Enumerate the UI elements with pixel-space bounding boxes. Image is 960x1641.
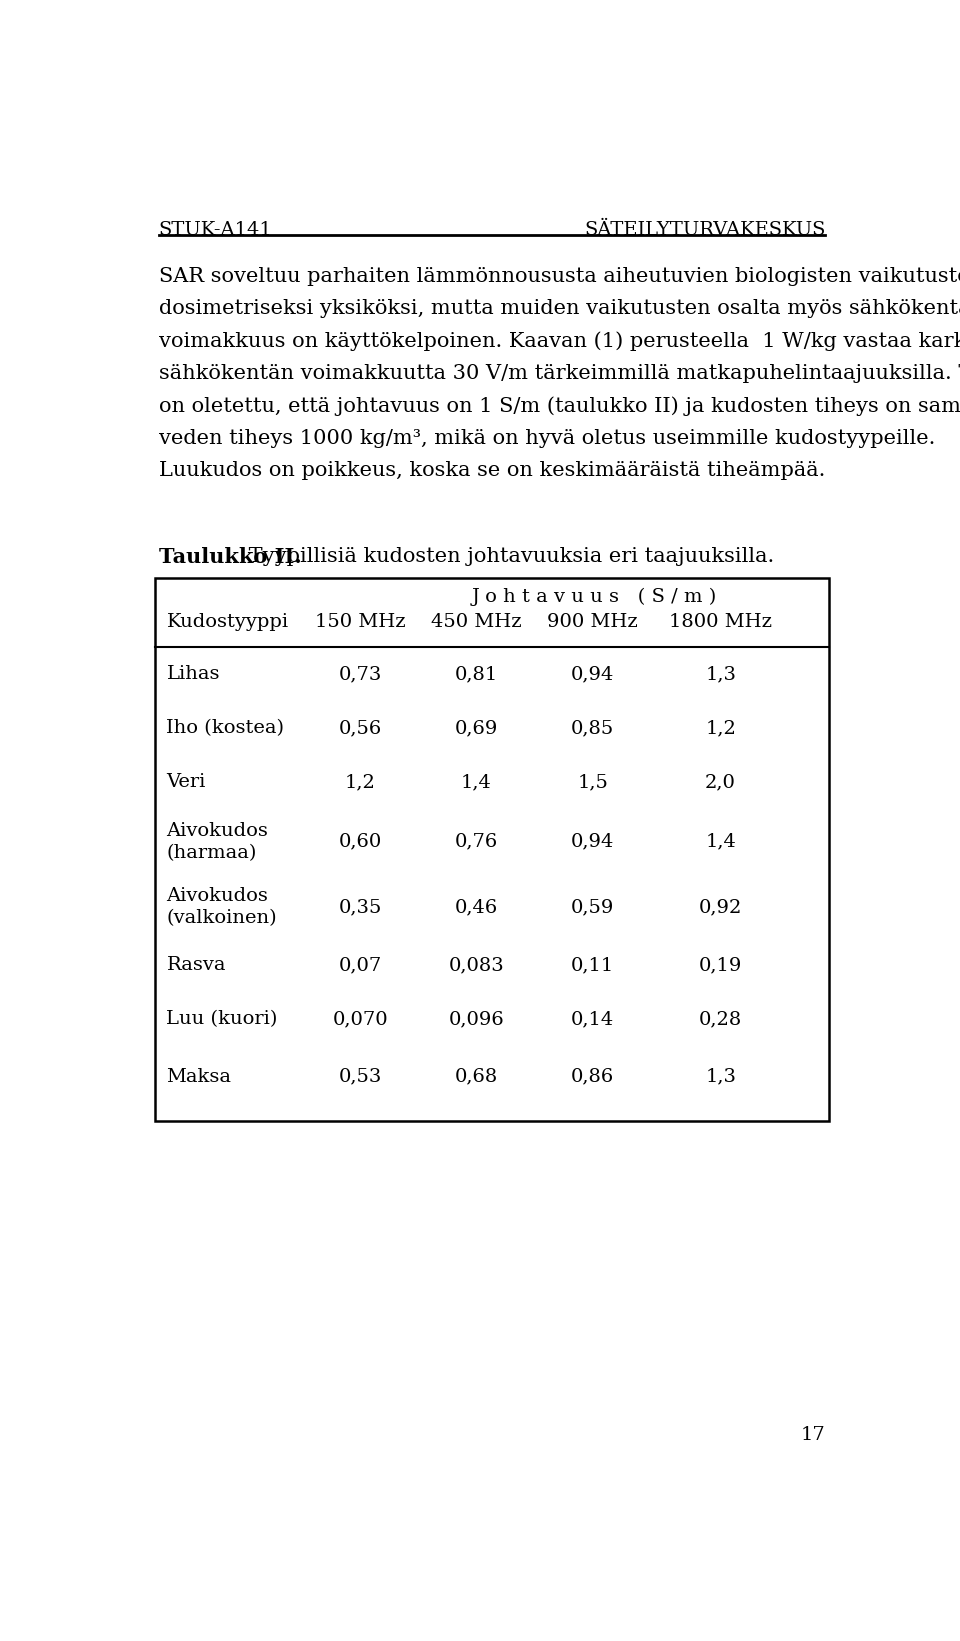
Text: SAR soveltuu parhaiten lämmönnoususta aiheutuvien biologisten vaikutusten: SAR soveltuu parhaiten lämmönnoususta ai… bbox=[158, 267, 960, 286]
Text: 0,81: 0,81 bbox=[455, 665, 498, 683]
Text: 2,0: 2,0 bbox=[706, 773, 736, 791]
Text: 0,85: 0,85 bbox=[571, 719, 614, 737]
Text: 0,070: 0,070 bbox=[332, 1009, 388, 1027]
Text: 1,4: 1,4 bbox=[461, 773, 492, 791]
Text: 0,083: 0,083 bbox=[448, 957, 504, 975]
Text: 0,94: 0,94 bbox=[571, 832, 614, 850]
Text: Rasva: Rasva bbox=[166, 957, 226, 975]
Text: 1,5: 1,5 bbox=[577, 773, 609, 791]
Text: 1800 MHz: 1800 MHz bbox=[669, 614, 772, 632]
Text: on oletettu, että johtavuus on 1 S/m (taulukko II) ja kudosten tiheys on sama ku: on oletettu, että johtavuus on 1 S/m (ta… bbox=[158, 397, 960, 417]
Text: 0,73: 0,73 bbox=[339, 665, 382, 683]
Text: 1,3: 1,3 bbox=[706, 1068, 736, 1086]
Text: 17: 17 bbox=[801, 1426, 826, 1444]
Text: Maksa: Maksa bbox=[166, 1068, 231, 1086]
Text: 0,11: 0,11 bbox=[571, 957, 614, 975]
Text: 1,2: 1,2 bbox=[345, 773, 375, 791]
Text: 150 MHz: 150 MHz bbox=[315, 614, 405, 632]
Text: 0,94: 0,94 bbox=[571, 665, 614, 683]
Text: 0,28: 0,28 bbox=[699, 1009, 742, 1027]
Text: 0,76: 0,76 bbox=[455, 832, 498, 850]
Text: J o h t a v u u s   ( S / m ): J o h t a v u u s ( S / m ) bbox=[472, 587, 717, 606]
Text: 0,86: 0,86 bbox=[571, 1068, 614, 1086]
Text: 1,3: 1,3 bbox=[706, 665, 736, 683]
Text: dosimetriseksi yksiköksi, mutta muiden vaikutusten osalta myös sähkökentän: dosimetriseksi yksiköksi, mutta muiden v… bbox=[158, 299, 960, 318]
Text: 0,19: 0,19 bbox=[699, 957, 742, 975]
Text: 1,2: 1,2 bbox=[706, 719, 736, 737]
Text: 0,60: 0,60 bbox=[339, 832, 382, 850]
Text: Lihas: Lihas bbox=[166, 665, 220, 683]
Text: 0,07: 0,07 bbox=[339, 957, 382, 975]
Text: 900 MHz: 900 MHz bbox=[547, 614, 638, 632]
Text: sähkökentän voimakkuutta 30 V/m tärkeimmillä matkapuhelintaajuuksilla. Tällöin: sähkökentän voimakkuutta 30 V/m tärkeimm… bbox=[158, 364, 960, 382]
Text: 0,46: 0,46 bbox=[455, 898, 498, 916]
Text: 1,4: 1,4 bbox=[706, 832, 736, 850]
Text: 0,096: 0,096 bbox=[448, 1009, 504, 1027]
Text: Aivokudos
(harmaa): Aivokudos (harmaa) bbox=[166, 822, 269, 862]
Text: STUK-A141: STUK-A141 bbox=[158, 222, 273, 240]
Text: Tyypillisiä kudosten johtavuuksia eri taajuuksilla.: Tyypillisiä kudosten johtavuuksia eri ta… bbox=[243, 546, 775, 566]
Text: 0,56: 0,56 bbox=[339, 719, 382, 737]
Text: Kudostyyppi: Kudostyyppi bbox=[166, 614, 289, 632]
Text: Iho (kostea): Iho (kostea) bbox=[166, 719, 284, 737]
Text: Luu (kuori): Luu (kuori) bbox=[166, 1009, 277, 1027]
Text: veden tiheys 1000 kg/m³, mikä on hyvä oletus useimmille kudostyypeille.: veden tiheys 1000 kg/m³, mikä on hyvä ol… bbox=[158, 428, 935, 448]
Text: 0,35: 0,35 bbox=[339, 898, 382, 916]
Text: 450 MHz: 450 MHz bbox=[431, 614, 522, 632]
Text: SÄTEILYTURVAKESKUS: SÄTEILYTURVAKESKUS bbox=[584, 222, 826, 240]
Text: 0,59: 0,59 bbox=[571, 898, 614, 916]
Text: voimakkuus on käyttökelpoinen. Kaavan (1) perusteella  1 W/kg vastaa karkeasti: voimakkuus on käyttökelpoinen. Kaavan (1… bbox=[158, 331, 960, 351]
Text: 0,68: 0,68 bbox=[455, 1068, 498, 1086]
Text: Veri: Veri bbox=[166, 773, 205, 791]
Text: Luukudos on poikkeus, koska se on keskimääräistä tiheämpää.: Luukudos on poikkeus, koska se on keskim… bbox=[158, 461, 826, 481]
Text: Taulukko II.: Taulukko II. bbox=[158, 546, 301, 568]
Text: Aivokudos
(valkoinen): Aivokudos (valkoinen) bbox=[166, 888, 277, 927]
Bar bbox=[155, 578, 829, 1121]
Text: 0,69: 0,69 bbox=[455, 719, 498, 737]
Text: 0,14: 0,14 bbox=[571, 1009, 614, 1027]
Text: 0,92: 0,92 bbox=[699, 898, 742, 916]
Text: 0,53: 0,53 bbox=[339, 1068, 382, 1086]
